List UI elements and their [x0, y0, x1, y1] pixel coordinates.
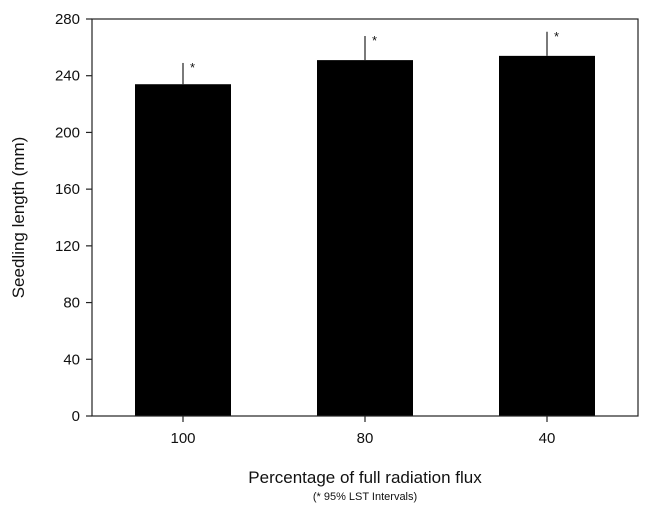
y-tick-label: 160: [55, 181, 80, 198]
y-tick-label: 0: [72, 408, 80, 425]
y-axis-title: Seedling length (mm): [9, 137, 28, 299]
x-tick-label: 80: [357, 430, 374, 447]
y-tick-label: 240: [55, 68, 80, 85]
bar: [135, 84, 231, 416]
x-axis-ticks: 100 80 40: [170, 416, 555, 447]
error-bar-marker: *: [554, 29, 559, 44]
x-tick-label: 40: [539, 430, 556, 447]
y-tick-label: 40: [63, 351, 80, 368]
y-tick-label: 80: [63, 295, 80, 312]
y-tick-label: 120: [55, 238, 80, 255]
bar: [317, 60, 413, 416]
bars: [135, 55, 595, 416]
y-axis-ticks: 0 40 80 120 160 200 240 280: [55, 11, 92, 425]
bar: [499, 55, 595, 416]
error-bar-marker: *: [372, 33, 377, 48]
y-tick-label: 280: [55, 11, 80, 28]
x-tick-label: 100: [170, 430, 195, 447]
y-tick-label: 200: [55, 124, 80, 141]
x-axis-title: Percentage of full radiation flux: [248, 468, 482, 487]
plot-area-frame: [91, 18, 639, 417]
error-bars: * * *: [182, 29, 559, 85]
x-axis-note: (* 95% LST Intervals): [313, 491, 417, 503]
error-bar-marker: *: [190, 60, 195, 75]
